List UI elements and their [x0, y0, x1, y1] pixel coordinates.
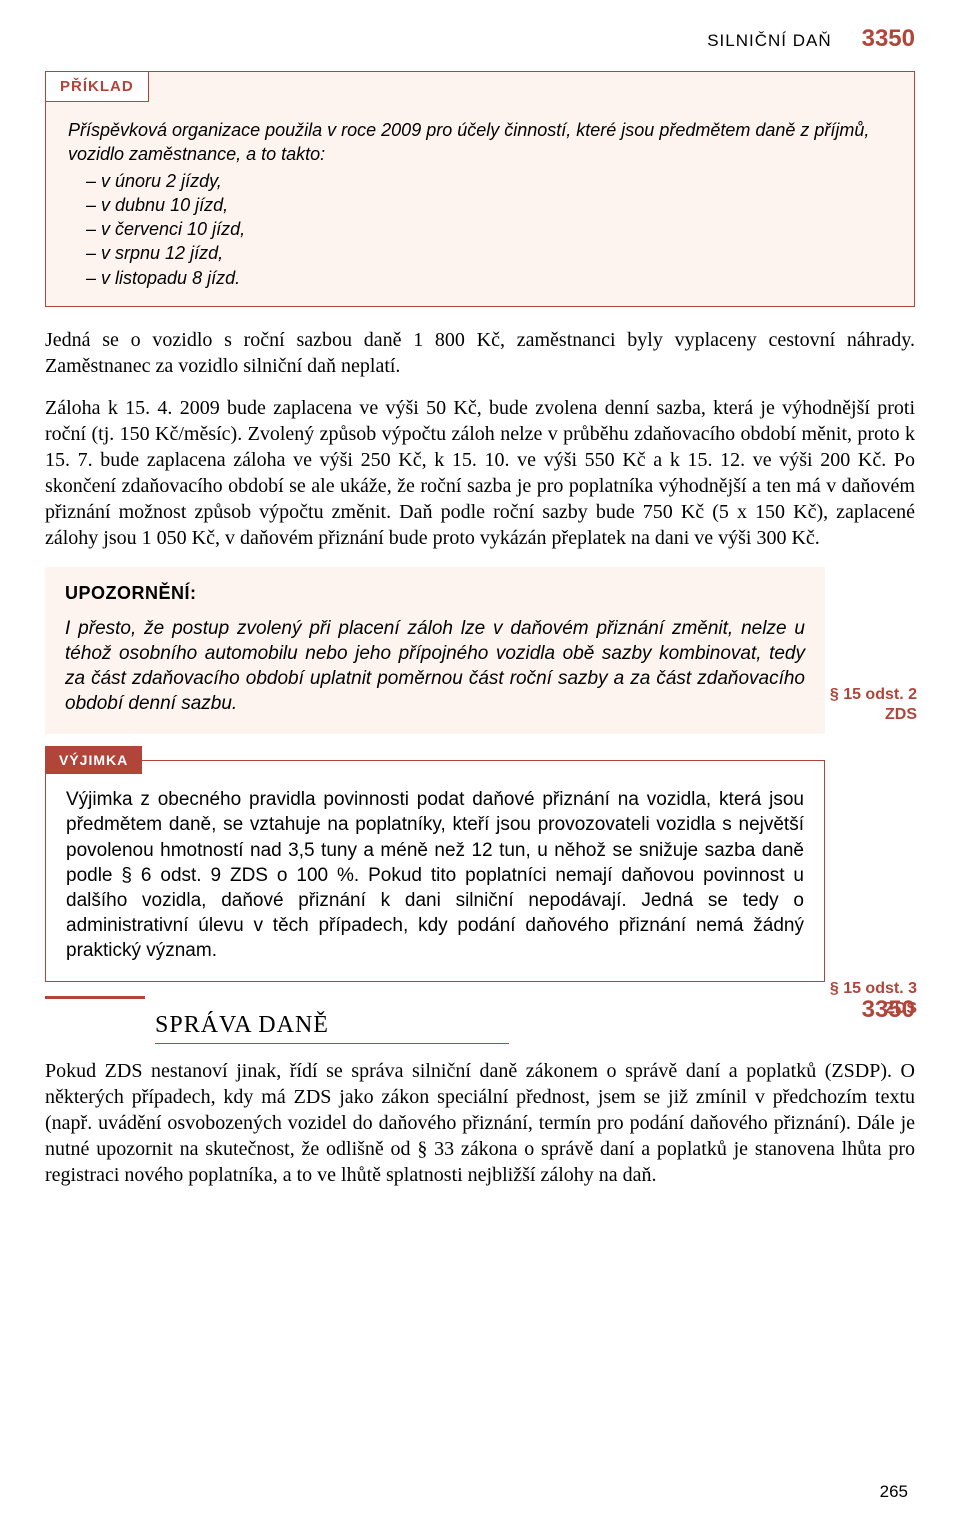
section-number-top: 3350 — [862, 25, 915, 53]
example-item: v listopadu 8 jízd. — [68, 266, 892, 290]
example-item: v srpnu 12 jízd, — [68, 241, 892, 265]
notice-text: I přesto, že postup zvolený při placení … — [65, 616, 805, 716]
margin-note: § 15 odst. 2 ZDS — [830, 685, 917, 725]
exception-box: Výjimka z obecného pravidla povinnosti p… — [45, 760, 825, 982]
margin-note: § 15 odst. 3 ZDS — [830, 979, 917, 1019]
example-item: v dubnu 10 jízd, — [68, 193, 892, 217]
section-rule — [45, 996, 145, 999]
margin-line: ZDS — [885, 706, 917, 723]
notice-title: UPOZORNĚNÍ: — [65, 583, 805, 604]
running-head: SILNIČNÍ DAŇ — [707, 31, 831, 51]
section-title: SPRÁVA DANĚ — [155, 1012, 509, 1044]
margin-line: § 15 odst. 2 — [830, 686, 917, 703]
body-paragraph: Záloha k 15. 4. 2009 bude zaplacena ve v… — [45, 395, 915, 551]
body-paragraph: Jedná se o vozidlo s roční sazbou daně 1… — [45, 327, 915, 379]
example-list: v únoru 2 jízdy, v dubnu 10 jízd, v červ… — [68, 169, 892, 290]
page-number: 265 — [880, 1482, 908, 1502]
example-intro: Příspěvková organizace použila v roce 20… — [68, 118, 892, 167]
example-box: PŘÍKLAD Příspěvková organizace použila v… — [45, 71, 915, 307]
exception-text: Výjimka z obecného pravidla povinnosti p… — [66, 787, 804, 963]
example-item: v únoru 2 jízdy, — [68, 169, 892, 193]
exception-label: VÝJIMKA — [45, 746, 142, 774]
margin-line: ZDS — [885, 1000, 917, 1017]
notice-box: UPOZORNĚNÍ: I přesto, že postup zvolený … — [45, 567, 825, 734]
margin-line: § 15 odst. 3 — [830, 980, 917, 997]
section-text: Pokud ZDS nestanoví jinak, řídí se správ… — [45, 1058, 915, 1188]
example-label: PŘÍKLAD — [45, 71, 149, 102]
example-item: v červenci 10 jízd, — [68, 217, 892, 241]
